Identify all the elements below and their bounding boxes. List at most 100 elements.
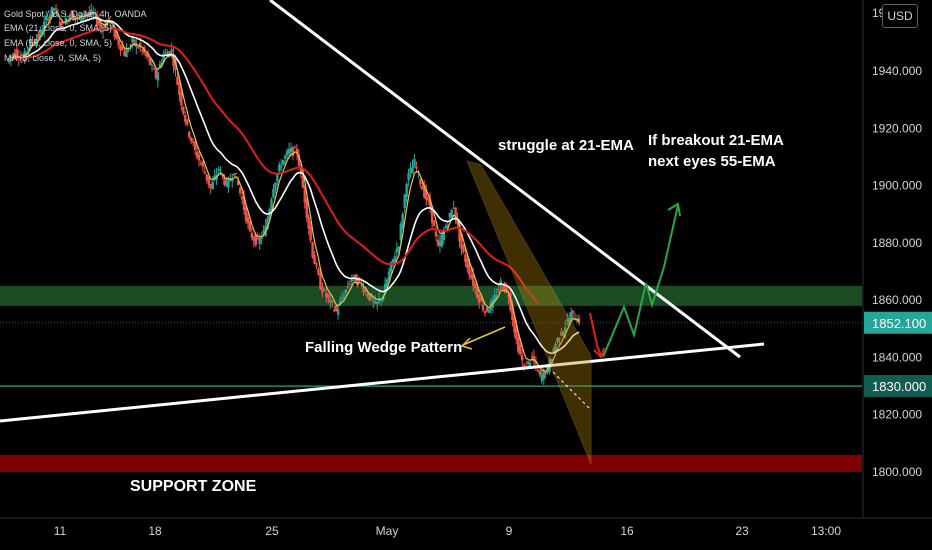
candle-body <box>323 289 326 291</box>
candle-body <box>383 283 387 295</box>
candle-body <box>556 338 559 343</box>
candle-body <box>74 16 77 19</box>
candle-body <box>144 53 148 57</box>
up-arrow-head <box>667 202 681 217</box>
candle-body <box>137 47 140 49</box>
candle-body <box>240 196 244 200</box>
candle-body <box>303 185 306 203</box>
candle-body <box>207 176 210 185</box>
candle-body <box>278 164 281 172</box>
candle-body <box>35 38 38 44</box>
candle-body <box>479 297 483 302</box>
candle-body <box>338 300 342 305</box>
candle-body <box>103 24 107 27</box>
candle-body <box>329 299 332 303</box>
candle-body <box>276 174 279 182</box>
candle-body <box>68 14 71 22</box>
candle-body <box>195 151 199 158</box>
candle-body <box>370 296 373 300</box>
x-tick-label: May <box>376 524 399 538</box>
annotation-struggle: struggle at 21-EMA <box>498 137 634 154</box>
legend-ema21: EMA (21, close, 0, SMA, 5) <box>4 23 112 33</box>
candle-body <box>411 166 414 174</box>
currency-selector-button[interactable]: USD <box>882 4 918 28</box>
falling-channel <box>466 160 592 465</box>
candle-body <box>97 19 101 26</box>
candle-body <box>374 301 377 304</box>
candle-body <box>238 187 242 193</box>
candle-body <box>125 48 128 58</box>
candle-body <box>334 305 338 312</box>
candle-body <box>317 268 320 275</box>
candle-body <box>507 294 510 298</box>
candle-body <box>31 41 34 43</box>
candle-body <box>330 301 334 303</box>
candle-body <box>152 68 156 70</box>
candle-body <box>72 14 75 21</box>
candle-body <box>205 174 209 181</box>
candle-body <box>235 173 238 175</box>
projection-dashed-line <box>552 371 592 411</box>
candle-body <box>321 286 324 293</box>
time-axis[interactable]: 11 18 25 May 9 16 23 13:00 <box>0 517 932 538</box>
candle-body <box>11 54 15 56</box>
candle-body <box>283 155 287 159</box>
candle-body <box>436 239 440 246</box>
candle-body <box>297 154 301 166</box>
candle-body <box>446 224 449 227</box>
candle-body <box>99 24 103 29</box>
candle-body <box>154 69 158 79</box>
candle-body <box>397 246 401 250</box>
candle-body <box>41 30 44 35</box>
candle-body <box>15 49 19 57</box>
candle-body <box>289 147 293 153</box>
candle-body <box>280 165 283 168</box>
candle-body <box>360 284 363 286</box>
candle-body <box>364 290 367 292</box>
candle-body <box>456 218 459 225</box>
candle-body <box>299 166 303 173</box>
candle-body <box>444 225 448 229</box>
candle-body <box>311 242 314 258</box>
candle-body <box>254 234 258 245</box>
candle-body <box>50 6 54 16</box>
candle-body <box>493 295 496 302</box>
candle-body <box>452 207 455 209</box>
candle-body <box>340 298 344 300</box>
y-tick-label: 1820.000 <box>872 408 922 422</box>
candle-body <box>366 293 369 297</box>
candle-body <box>566 319 569 322</box>
candle-body <box>182 106 185 114</box>
candle-body <box>346 286 350 288</box>
candle-body <box>348 283 352 285</box>
candle-body <box>58 22 62 26</box>
candle-body <box>301 175 305 188</box>
ema21-line <box>8 16 580 355</box>
candle-body <box>291 147 295 156</box>
candle-body <box>295 148 299 154</box>
candle-body <box>191 141 195 143</box>
candle-body <box>174 58 177 71</box>
candle-body <box>485 307 489 312</box>
candle-body <box>258 237 261 245</box>
candle-body <box>27 47 30 53</box>
legend-symbol: Gold Spot / U.S. Dollar, 4h, OANDA <box>4 9 147 19</box>
level-1830-label-bg <box>864 375 932 398</box>
candle-body <box>236 180 240 186</box>
level-1830-label: 1830.000 <box>864 375 932 398</box>
candle-body <box>552 349 555 352</box>
candle-body <box>209 183 212 189</box>
candle-body <box>170 49 173 53</box>
candle-body <box>115 31 118 39</box>
chart-legend: Gold Spot / U.S. Dollar, 4h, OANDA EMA (… <box>4 9 147 63</box>
wedge-arrow-line <box>462 326 506 346</box>
candle-body <box>325 292 328 298</box>
candle-body <box>176 76 179 85</box>
candle-body <box>497 289 500 291</box>
x-tick-label: 25 <box>265 524 279 538</box>
candle-body <box>25 52 28 55</box>
candle-body <box>162 53 165 62</box>
candle-body <box>477 294 481 303</box>
candle-body <box>376 301 379 305</box>
